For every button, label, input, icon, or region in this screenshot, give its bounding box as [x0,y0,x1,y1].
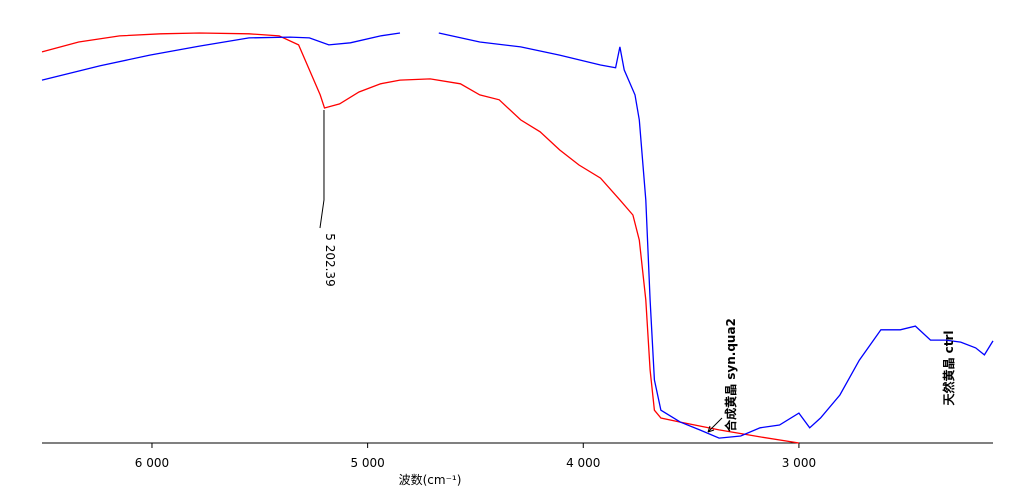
series-label: 合成黄晶 syn.qua2 [723,318,738,432]
annotation-leader [319,110,325,229]
x-tick-label: 6 000 [135,456,169,470]
x-tick-label: 5 000 [350,456,384,470]
label-arrow [707,417,723,433]
x-axis-label: 波数(cm⁻¹) [399,472,462,487]
series-label: 天然黄晶 ctrl [941,330,956,405]
x-tick-label: 4 000 [566,456,600,470]
annotation-label: 5 202.39 [323,233,337,286]
series-line [41,32,994,439]
series-line [41,32,800,444]
x-tick-label: 3 000 [782,456,816,470]
